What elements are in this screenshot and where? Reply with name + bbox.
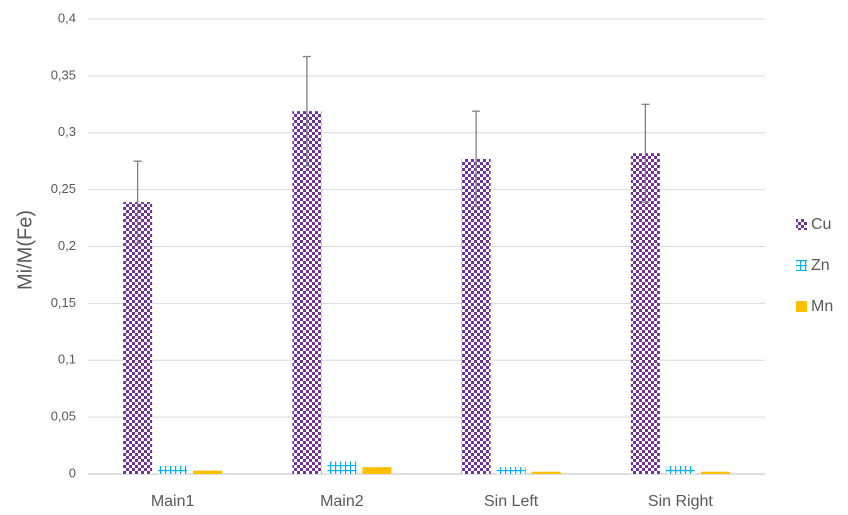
bar xyxy=(292,111,322,474)
y-tick-label: 0,15 xyxy=(51,295,76,310)
bar xyxy=(327,461,357,474)
bar xyxy=(700,471,730,474)
error-bar xyxy=(472,110,481,208)
error-bar xyxy=(302,55,311,167)
legend-swatch xyxy=(796,301,807,312)
y-axis-title: Mi/M(Fe) xyxy=(14,210,36,290)
bar xyxy=(362,467,392,474)
x-tick-label: Main1 xyxy=(151,493,195,510)
legend-swatch xyxy=(796,260,807,271)
x-tick-label: Sin Left xyxy=(484,493,539,510)
y-tick-label: 0,1 xyxy=(58,352,76,367)
legend-swatch xyxy=(796,219,807,230)
y-tick-label: 0,2 xyxy=(58,238,76,253)
legend-label: Cu xyxy=(811,216,831,233)
y-tick-label: 0,35 xyxy=(51,67,76,82)
bar xyxy=(123,202,153,474)
error-bar xyxy=(641,103,650,203)
y-tick-label: 0 xyxy=(69,465,76,480)
y-tick-label: 0,4 xyxy=(58,10,76,25)
y-tick-label: 0,3 xyxy=(58,124,76,139)
x-tick-label: Main2 xyxy=(320,493,364,510)
legend-label: Zn xyxy=(811,257,830,274)
bar xyxy=(630,153,660,474)
bar xyxy=(461,158,491,474)
x-tick-label: Sin Right xyxy=(648,493,713,510)
y-tick-label: 0,05 xyxy=(51,409,76,424)
bar xyxy=(193,470,223,474)
bar xyxy=(531,471,561,474)
y-tick-label: 0,25 xyxy=(51,181,76,196)
error-bar xyxy=(133,160,142,244)
bar xyxy=(665,466,695,474)
bar xyxy=(496,467,526,474)
legend-label: Mn xyxy=(811,298,833,315)
bar xyxy=(158,466,188,474)
